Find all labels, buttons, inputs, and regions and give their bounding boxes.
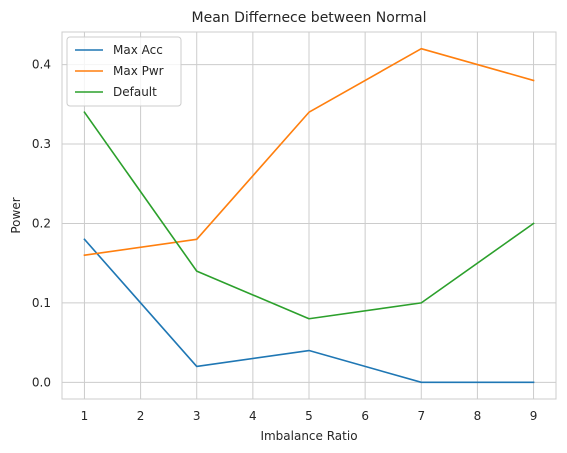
x-tick-label: 2 [137,409,145,423]
series-line-default [83,111,535,320]
y-tick-label: 0.4 [32,58,51,72]
x-tick-label: 9 [530,409,538,423]
y-tick-labels: 0.0 0.1 0.2 0.3 0.4 [32,58,51,390]
x-tick-label: 1 [81,409,89,423]
legend: Max Acc Max Pwr Default [66,36,182,107]
legend-label: Max Pwr [113,64,164,78]
x-tick-label: 6 [361,409,369,423]
x-axis-label: Imbalance Ratio [260,429,357,443]
chart-title: Mean Differnece between Normal [192,10,427,26]
legend-box [66,36,182,107]
x-tick-label: 3 [193,409,201,423]
grid-lines [62,32,556,399]
x-tick-label: 4 [249,409,257,423]
x-tick-labels: 1 2 3 4 5 6 7 8 9 [81,409,538,423]
y-tick-label: 0.2 [32,216,51,230]
x-tick-label: 5 [305,409,313,423]
series-lines [83,47,535,384]
legend-label: Default [113,85,157,99]
y-tick-label: 0.1 [32,296,51,310]
series-line-max-acc [83,238,535,384]
legend-label: Max Acc [113,43,163,57]
y-tick-label: 0.0 [32,375,51,389]
x-tick-label: 8 [474,409,482,423]
plot-area-frame [61,31,557,400]
x-tick-label: 7 [417,409,425,423]
y-axis-label: Power [9,197,23,233]
y-tick-label: 0.3 [32,137,51,151]
series-line-max-pwr [83,47,535,257]
